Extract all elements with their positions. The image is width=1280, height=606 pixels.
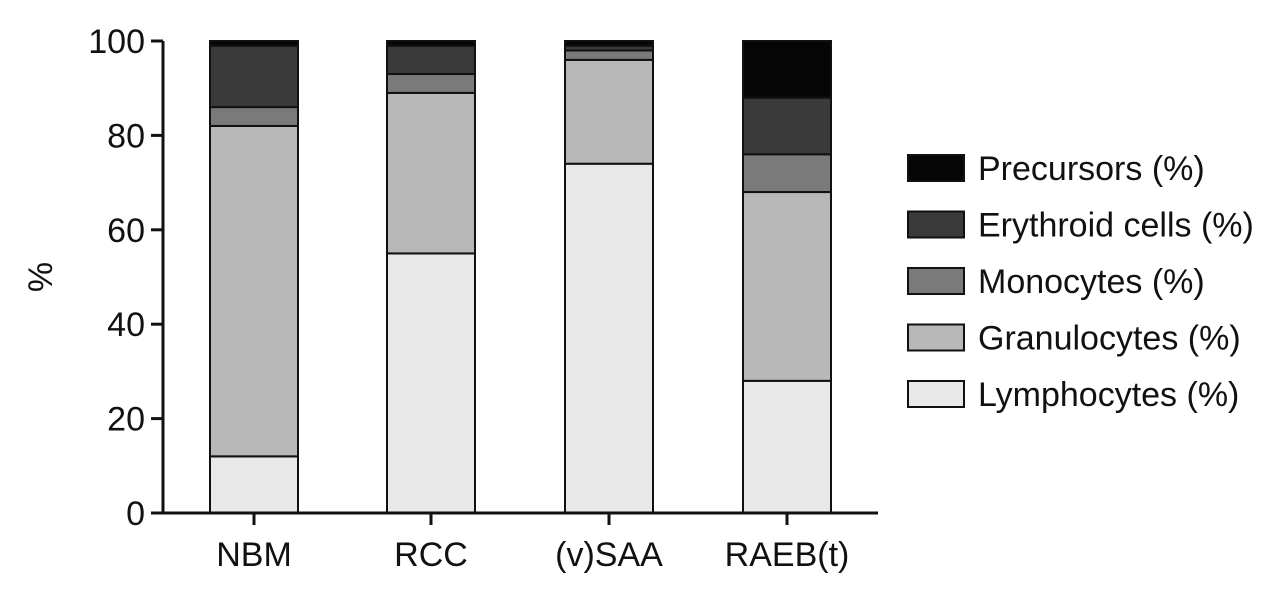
bar-segment (386, 44, 476, 76)
bar-segment (209, 106, 299, 127)
bar-segment (386, 40, 476, 47)
bar-segment (209, 124, 299, 458)
legend-label: Monocytes (%) (978, 263, 1205, 301)
y-tick-label: 20 (107, 401, 145, 439)
bar-segment (742, 96, 832, 156)
legend-label: Lymphocytes (%) (978, 376, 1239, 414)
x-category-label: RAEB(t) (725, 536, 850, 574)
bar-segment (209, 44, 299, 109)
bar-segment (564, 162, 654, 514)
legend: Precursors (%) Erythroid cells (%) Monocyt… (907, 150, 1254, 414)
axes-layer (161, 41, 878, 515)
bar-segment (742, 191, 832, 382)
bar-segment (564, 58, 654, 165)
y-tick-label: 100 (88, 23, 145, 61)
legend-label: Precursors (%) (978, 150, 1205, 188)
bar-segment (209, 40, 299, 47)
legend-swatch (907, 380, 965, 408)
bar-segment (742, 379, 832, 514)
legend-swatch (907, 210, 965, 239)
legend-label: Granulocytes (%) (978, 320, 1241, 358)
bar-segment (209, 455, 299, 514)
x-category-label: NBM (216, 536, 292, 574)
bar-segment (386, 252, 476, 514)
bars-layer (209, 40, 832, 514)
x-category-label: RCC (394, 536, 468, 574)
legend-swatch (907, 154, 965, 182)
y-tick-label: 40 (107, 306, 145, 344)
y-tick-label: 60 (107, 212, 145, 250)
y-ticks: 0 20 40 60 80 100 (88, 23, 163, 533)
bar-segment (742, 153, 832, 194)
bar-segment (564, 40, 654, 47)
y-tick-label: 0 (126, 495, 145, 533)
bar-segment (386, 91, 476, 255)
x-category-labels: NBM RCC (v)SAA RAEB(t) (216, 513, 849, 574)
bar-segment (564, 49, 654, 61)
y-tick-label: 80 (107, 117, 145, 155)
y-axis-label: % (22, 262, 60, 292)
bar-segment (742, 40, 832, 99)
legend-swatch (907, 323, 965, 352)
bar-segment (386, 73, 476, 94)
x-category-label: (v)SAA (555, 536, 663, 574)
legend-swatch (907, 267, 965, 295)
legend-label: Erythroid cells (%) (978, 207, 1254, 245)
